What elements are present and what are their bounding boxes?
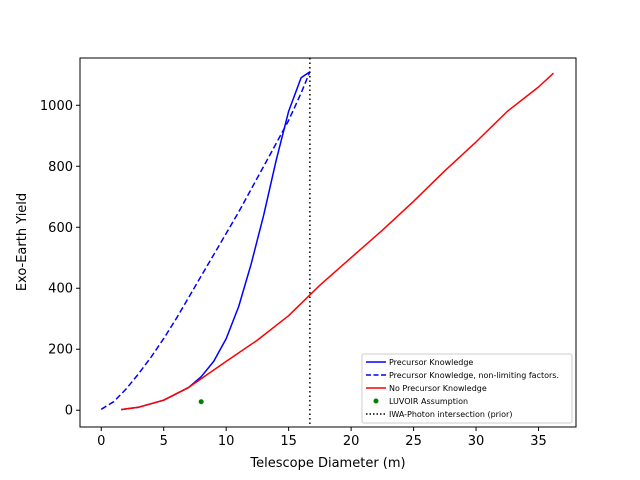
legend-label-iwa-photon: IWA-Photon intersection (prior) xyxy=(389,410,512,419)
plot-area xyxy=(100,58,555,427)
x-tick-label: 35 xyxy=(530,434,547,449)
x-tick-label: 10 xyxy=(218,434,235,449)
legend-label-no-precursor: No Precursor Knowledge xyxy=(389,384,487,393)
y-tick-label: 0 xyxy=(65,404,73,419)
series-line-0 xyxy=(121,71,311,411)
x-axis: 0 5 10 15 20 25 30 35 xyxy=(97,427,547,449)
x-tick-label: 15 xyxy=(280,434,297,449)
x-tick-label: 20 xyxy=(343,434,360,449)
x-tick-label: 0 xyxy=(97,434,105,449)
x-axis-label: Telescope Diameter (m) xyxy=(249,456,405,471)
y-tick-label: 400 xyxy=(48,282,73,297)
plot-frame xyxy=(79,57,577,428)
y-tick-label: 800 xyxy=(48,160,73,175)
y-tick-label: 1000 xyxy=(40,99,73,114)
series-line-2 xyxy=(121,72,555,411)
y-axis-label: Exo-Earth Yield xyxy=(15,193,30,291)
series-line-1 xyxy=(100,71,311,410)
legend: Precursor Knowledge Precursor Knowledge,… xyxy=(361,353,573,424)
x-tick-label: 5 xyxy=(160,434,168,449)
data-point-0 xyxy=(198,399,204,405)
legend-label-luvoir: LUVOIR Assumption xyxy=(389,397,468,406)
legend-swatch-luvoir xyxy=(373,398,379,404)
x-tick-label: 30 xyxy=(468,434,485,449)
y-tick-label: 200 xyxy=(48,343,73,358)
legend-label-non-limiting: Precursor Knowledge, non-limiting factor… xyxy=(389,371,559,380)
y-tick-label: 600 xyxy=(48,221,73,236)
legend-label-precursor: Precursor Knowledge xyxy=(389,358,473,367)
y-axis: 0 200 400 600 800 1000 xyxy=(40,99,80,419)
x-tick-label: 25 xyxy=(405,434,422,449)
legend-box xyxy=(361,353,573,424)
